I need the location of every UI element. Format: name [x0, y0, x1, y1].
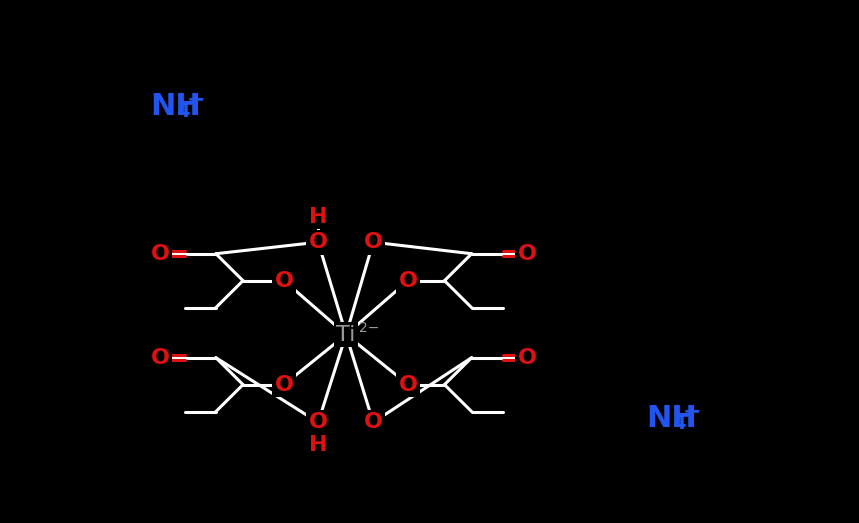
Text: O: O	[399, 374, 417, 395]
Text: 4: 4	[175, 102, 189, 121]
Text: O: O	[399, 271, 417, 291]
Text: Ti: Ti	[337, 325, 356, 345]
Text: NH: NH	[646, 404, 697, 433]
Text: O: O	[308, 232, 327, 252]
Text: H: H	[309, 207, 327, 227]
Text: 2−: 2−	[359, 321, 380, 335]
Text: O: O	[275, 271, 294, 291]
Text: H: H	[309, 436, 327, 456]
Text: O: O	[150, 244, 169, 264]
Text: O: O	[308, 412, 327, 433]
Text: O: O	[363, 412, 383, 433]
Text: +: +	[682, 402, 701, 423]
Text: O: O	[275, 374, 294, 395]
Text: O: O	[518, 244, 537, 264]
Text: O: O	[150, 348, 169, 368]
Text: O: O	[518, 348, 537, 368]
Text: +: +	[186, 90, 205, 110]
Text: O: O	[363, 232, 383, 252]
Text: 4: 4	[672, 414, 685, 433]
Text: NH: NH	[150, 92, 201, 121]
